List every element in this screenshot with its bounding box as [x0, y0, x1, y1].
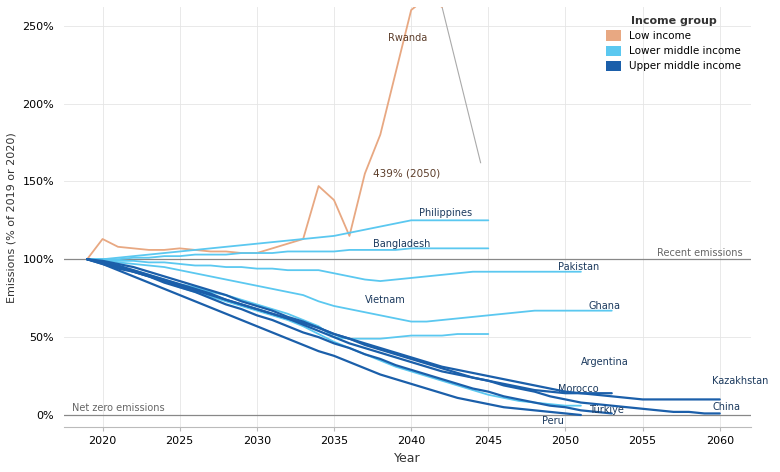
- Text: Argentina: Argentina: [581, 357, 629, 367]
- Text: Türkiye: Türkiye: [589, 405, 623, 415]
- Text: China: China: [712, 402, 740, 412]
- Text: Pakistan: Pakistan: [558, 262, 599, 272]
- Legend: Low income, Lower middle income, Upper middle income: Low income, Lower middle income, Upper m…: [602, 12, 746, 76]
- X-axis label: Year: Year: [394, 452, 420, 465]
- Text: Peru: Peru: [542, 416, 564, 426]
- Text: Bangladesh: Bangladesh: [373, 239, 430, 249]
- Text: Vietnam: Vietnam: [365, 295, 406, 305]
- Text: 439% (2050): 439% (2050): [373, 169, 440, 178]
- Text: Ghana: Ghana: [589, 301, 621, 311]
- Text: Recent emissions: Recent emissions: [658, 248, 743, 259]
- Text: Kazakhstan: Kazakhstan: [712, 376, 768, 386]
- Y-axis label: Emissions (% of 2019 or 2020): Emissions (% of 2019 or 2020): [7, 132, 17, 303]
- Text: Philippines: Philippines: [419, 208, 472, 218]
- Text: Morocco: Morocco: [558, 384, 598, 394]
- Text: Rwanda: Rwanda: [388, 33, 427, 43]
- Text: Net zero emissions: Net zero emissions: [72, 404, 165, 413]
